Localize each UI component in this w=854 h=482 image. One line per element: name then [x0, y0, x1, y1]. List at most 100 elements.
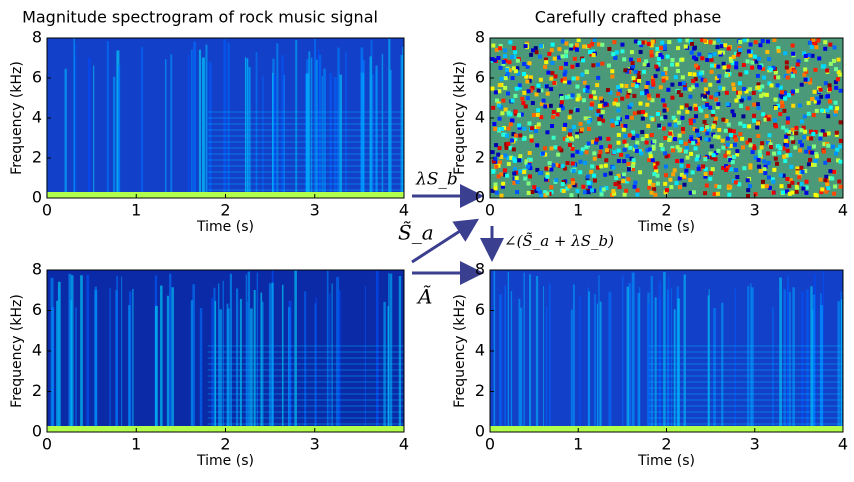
texture — [575, 108, 580, 113]
texture — [778, 146, 783, 151]
texture — [578, 151, 583, 156]
texture — [814, 152, 819, 157]
texture — [497, 83, 502, 88]
texture — [787, 129, 792, 134]
texture — [517, 85, 522, 90]
texture — [494, 164, 499, 169]
texture — [813, 159, 818, 164]
y-tick-label: 2 — [475, 148, 485, 167]
x-tick-label: 1 — [573, 435, 583, 454]
texture — [834, 132, 839, 137]
texture — [742, 123, 747, 128]
texture — [596, 165, 601, 170]
texture — [491, 43, 496, 48]
texture — [612, 101, 617, 106]
texture — [525, 164, 530, 169]
texture — [735, 152, 740, 157]
texture — [826, 94, 831, 99]
texture — [529, 134, 534, 139]
texture — [562, 72, 567, 77]
texture — [716, 79, 721, 84]
texture — [797, 103, 802, 108]
texture — [690, 170, 695, 175]
texture — [580, 147, 585, 152]
texture — [501, 59, 506, 64]
texture — [530, 48, 535, 53]
texture — [594, 137, 599, 142]
texture — [523, 176, 528, 181]
texture — [735, 149, 740, 154]
texture — [632, 93, 637, 98]
texture — [670, 82, 675, 87]
texture — [731, 87, 736, 92]
texture — [656, 56, 661, 61]
texture — [722, 65, 727, 70]
texture — [490, 188, 495, 193]
texture — [595, 111, 600, 116]
texture — [663, 71, 668, 76]
texture — [533, 128, 538, 133]
texture — [817, 56, 822, 61]
texture — [731, 113, 736, 118]
texture — [491, 169, 496, 174]
texture — [692, 127, 697, 132]
texture — [552, 80, 557, 85]
texture — [803, 169, 808, 174]
texture — [527, 150, 532, 155]
texture — [622, 57, 627, 62]
texture — [733, 180, 738, 185]
texture — [549, 185, 554, 190]
texture — [645, 102, 650, 107]
texture — [823, 81, 828, 86]
texture — [525, 96, 530, 101]
texture — [725, 165, 730, 170]
texture — [641, 69, 646, 74]
texture — [529, 52, 534, 57]
texture — [808, 157, 813, 162]
texture — [663, 190, 668, 195]
x-axis-label: Time (s) — [637, 453, 695, 469]
texture — [610, 74, 615, 79]
texture — [598, 136, 603, 141]
texture — [723, 43, 728, 48]
texture — [673, 137, 678, 142]
texture — [639, 151, 644, 156]
texture — [718, 85, 723, 90]
texture — [620, 42, 625, 47]
texture — [808, 77, 813, 82]
texture — [714, 92, 719, 97]
texture — [491, 105, 496, 110]
texture — [693, 146, 698, 151]
texture — [832, 45, 837, 50]
texture — [616, 140, 621, 145]
texture — [604, 186, 609, 191]
texture — [645, 148, 650, 153]
texture — [752, 102, 757, 107]
texture — [818, 132, 823, 137]
texture — [838, 159, 843, 164]
texture — [710, 112, 715, 117]
texture — [644, 84, 649, 89]
x-tick-label: 2 — [220, 435, 230, 454]
texture — [672, 168, 677, 173]
texture — [808, 80, 813, 85]
texture — [531, 113, 536, 118]
texture — [650, 158, 655, 163]
y-tick-label: 2 — [475, 381, 485, 400]
texture — [649, 133, 654, 138]
texture — [733, 135, 738, 140]
texture — [636, 110, 641, 115]
texture — [545, 191, 550, 196]
texture — [799, 165, 804, 170]
texture — [617, 185, 622, 190]
texture — [759, 63, 764, 68]
texture — [787, 184, 792, 189]
texture — [534, 92, 539, 97]
texture — [560, 54, 565, 59]
texture — [601, 118, 606, 123]
texture — [605, 88, 610, 93]
texture — [660, 71, 665, 76]
texture — [633, 180, 638, 185]
texture — [726, 46, 731, 51]
